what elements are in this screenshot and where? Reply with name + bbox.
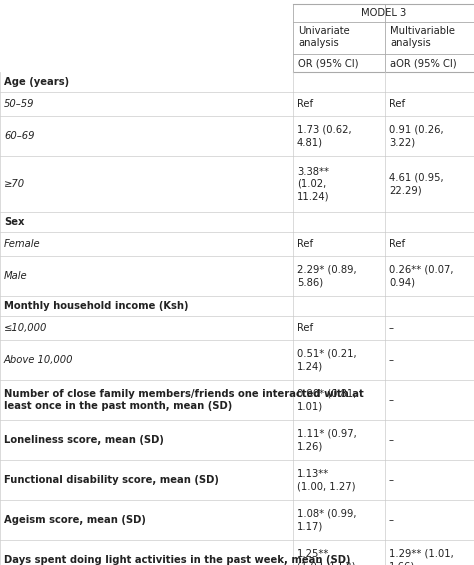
Text: Monthly household income (Ksh): Monthly household income (Ksh) [4,301,189,311]
Text: 50–59: 50–59 [4,99,35,109]
Text: Multivariable
analysis: Multivariable analysis [390,26,455,49]
Text: Functional disability score, mean (SD): Functional disability score, mean (SD) [4,475,219,485]
Text: –: – [389,355,394,365]
Text: 2.29* (0.89,
5.86): 2.29* (0.89, 5.86) [297,265,356,287]
Text: 1.29** (1.01,
1.66): 1.29** (1.01, 1.66) [389,549,454,565]
Text: Days spent doing light activities in the past week, mean (SD): Days spent doing light activities in the… [4,555,350,565]
Text: –: – [389,515,394,525]
Text: –: – [389,395,394,405]
Text: –: – [389,435,394,445]
Text: 1.73 (0.62,
4.81): 1.73 (0.62, 4.81) [297,125,352,147]
Text: Loneliness score, mean (SD): Loneliness score, mean (SD) [4,435,164,445]
Text: ≤10,000: ≤10,000 [4,323,47,333]
Text: Above 10,000: Above 10,000 [4,355,73,365]
Text: Ref: Ref [297,323,313,333]
Text: MODEL 3: MODEL 3 [361,8,406,18]
Text: 60–69: 60–69 [4,131,35,141]
Text: 1.13**
(1.00, 1.27): 1.13** (1.00, 1.27) [297,469,356,491]
Text: Female: Female [4,239,41,249]
Text: Ageism score, mean (SD): Ageism score, mean (SD) [4,515,146,525]
Text: Male: Male [4,271,27,281]
Text: Age (years): Age (years) [4,77,69,87]
Text: OR (95% CI): OR (95% CI) [298,58,358,68]
Text: 0.26** (0.07,
0.94): 0.26** (0.07, 0.94) [389,265,454,287]
Text: Ref: Ref [389,99,405,109]
Text: Univariate
analysis: Univariate analysis [298,26,350,49]
Text: 1.25**
(1.03, 1.52): 1.25** (1.03, 1.52) [297,549,356,565]
Text: Sex: Sex [4,217,25,227]
Text: 1.11* (0.97,
1.26): 1.11* (0.97, 1.26) [297,429,356,451]
Text: –: – [389,323,394,333]
Text: ≥70: ≥70 [4,179,25,189]
Text: 0.91 (0.26,
3.22): 0.91 (0.26, 3.22) [389,125,444,147]
Text: aOR (95% CI): aOR (95% CI) [390,58,456,68]
Text: 3.38**
(1.02,
11.24): 3.38** (1.02, 11.24) [297,167,329,201]
Text: Ref: Ref [389,239,405,249]
Text: 0.90* (0.81,
1.01): 0.90* (0.81, 1.01) [297,389,356,411]
Text: Ref: Ref [297,239,313,249]
Text: 0.51* (0.21,
1.24): 0.51* (0.21, 1.24) [297,349,356,371]
Text: –: – [389,475,394,485]
Text: Number of close family members/friends one interacted with at
least once in the : Number of close family members/friends o… [4,389,364,411]
Text: 4.61 (0.95,
22.29): 4.61 (0.95, 22.29) [389,173,444,195]
Text: 1.08* (0.99,
1.17): 1.08* (0.99, 1.17) [297,509,356,531]
Text: Ref: Ref [297,99,313,109]
